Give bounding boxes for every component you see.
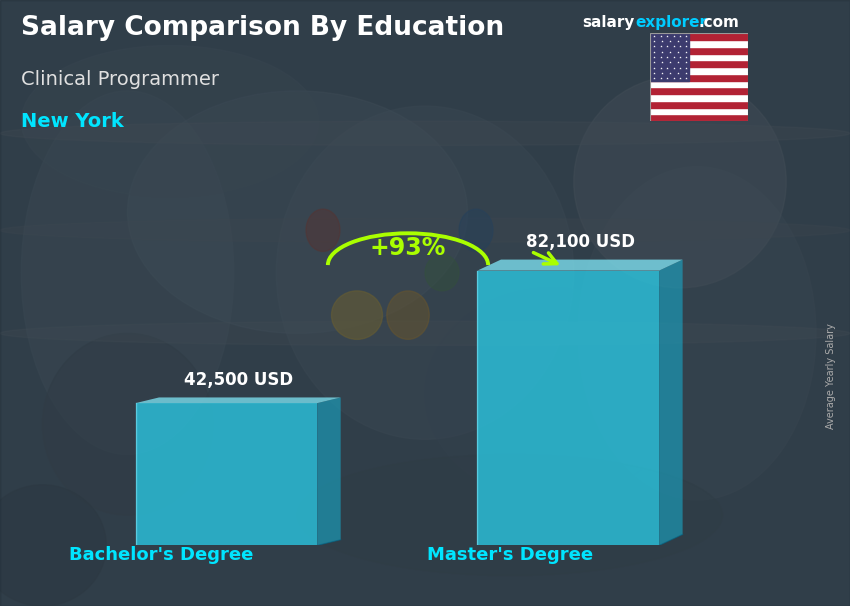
Bar — [650, 87, 748, 94]
Ellipse shape — [574, 76, 786, 288]
Bar — [650, 67, 748, 74]
Ellipse shape — [332, 291, 382, 339]
Ellipse shape — [128, 91, 468, 333]
Bar — [650, 40, 748, 47]
Text: +93%: +93% — [370, 236, 446, 259]
Ellipse shape — [21, 45, 319, 197]
Ellipse shape — [42, 333, 212, 515]
Polygon shape — [659, 259, 683, 545]
Bar — [650, 47, 748, 53]
Ellipse shape — [0, 218, 850, 242]
Polygon shape — [478, 259, 683, 270]
Text: New York: New York — [21, 112, 124, 131]
Ellipse shape — [425, 288, 680, 500]
Text: salary: salary — [582, 15, 635, 30]
Text: Average Yearly Salary: Average Yearly Salary — [826, 323, 836, 428]
Polygon shape — [317, 398, 341, 545]
Ellipse shape — [306, 209, 340, 251]
Bar — [650, 108, 748, 115]
Ellipse shape — [298, 454, 722, 576]
Bar — [650, 33, 689, 81]
Ellipse shape — [21, 91, 234, 454]
Ellipse shape — [0, 485, 106, 606]
Ellipse shape — [459, 209, 493, 251]
Polygon shape — [135, 398, 341, 403]
Bar — [650, 33, 748, 40]
Text: 82,100 USD: 82,100 USD — [525, 233, 635, 251]
Bar — [650, 61, 748, 67]
Text: Master's Degree: Master's Degree — [427, 545, 593, 564]
Text: Clinical Programmer: Clinical Programmer — [21, 70, 219, 88]
Text: .com: .com — [699, 15, 740, 30]
Ellipse shape — [0, 121, 850, 145]
Ellipse shape — [425, 255, 459, 291]
Bar — [650, 115, 748, 121]
Ellipse shape — [276, 106, 574, 439]
Text: Bachelor's Degree: Bachelor's Degree — [70, 545, 253, 564]
Ellipse shape — [578, 167, 816, 500]
Bar — [650, 81, 748, 87]
Ellipse shape — [0, 321, 850, 345]
Ellipse shape — [387, 291, 429, 339]
Bar — [650, 94, 748, 101]
Text: explorer: explorer — [636, 15, 708, 30]
Text: 42,500 USD: 42,500 USD — [184, 371, 292, 388]
Bar — [650, 101, 748, 108]
Bar — [650, 53, 748, 61]
Polygon shape — [135, 403, 317, 545]
Polygon shape — [478, 270, 659, 545]
Text: Salary Comparison By Education: Salary Comparison By Education — [21, 15, 504, 41]
Bar — [650, 74, 748, 81]
